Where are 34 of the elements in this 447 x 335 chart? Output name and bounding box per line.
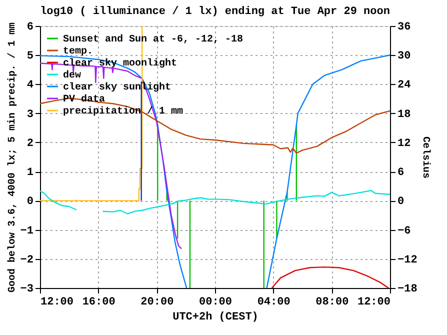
legend-label: precipitation / 1 mm bbox=[63, 106, 184, 118]
x-tick-label: 00:00 bbox=[198, 296, 232, 308]
chart-title: log10 ( illuminance / 1 lx) ending at Tue Apr 29 noon bbox=[40, 6, 390, 18]
x-tick-label: 12:00 bbox=[357, 296, 390, 308]
x-tick-label: 08:00 bbox=[316, 296, 349, 308]
y-tick-label: −3 bbox=[20, 284, 34, 296]
legend-label: temp. bbox=[63, 46, 94, 58]
y-tick-label: 1 bbox=[26, 167, 34, 180]
y2-tick-label: 6 bbox=[398, 167, 404, 180]
y2-axis-title: Celsius bbox=[419, 136, 432, 179]
x-axis-title: UTC+2h (CEST) bbox=[172, 312, 258, 324]
legend-label: dew bbox=[63, 70, 82, 82]
x-tick-label: 20:00 bbox=[140, 296, 174, 308]
y-tick-label: 5 bbox=[26, 50, 34, 63]
x-tick-label: 12:00 bbox=[40, 296, 74, 308]
y2-tick-label: 30 bbox=[398, 50, 411, 63]
y-tick-label: 3 bbox=[26, 108, 34, 121]
y2-tick-label: 0 bbox=[398, 196, 404, 208]
y2-tick-label: 18 bbox=[398, 108, 412, 121]
y2-tick-label: 36 bbox=[398, 22, 411, 34]
y-tick-label: 4 bbox=[26, 80, 34, 92]
y-tick-label: −1 bbox=[20, 225, 34, 238]
y-tick-label: 0 bbox=[26, 196, 34, 208]
y2-tick-label: 12 bbox=[398, 138, 411, 150]
y-tick-label: 6 bbox=[26, 22, 34, 34]
y-tick-label: 2 bbox=[26, 138, 34, 150]
y2-tick-label: −12 bbox=[398, 254, 418, 266]
y-tick-label: −2 bbox=[20, 254, 34, 266]
y-axis-title: Good below 3.6, 4000 lx; 5 min precip. / 1 mm bbox=[6, 22, 18, 293]
y2-tick-label: 24 bbox=[398, 80, 412, 92]
y2-tick-label: −18 bbox=[398, 284, 418, 296]
x-tick-label: 16:00 bbox=[82, 296, 116, 308]
y2-tick-label: −6 bbox=[398, 225, 411, 238]
x-tick-label: 04:00 bbox=[257, 296, 290, 308]
